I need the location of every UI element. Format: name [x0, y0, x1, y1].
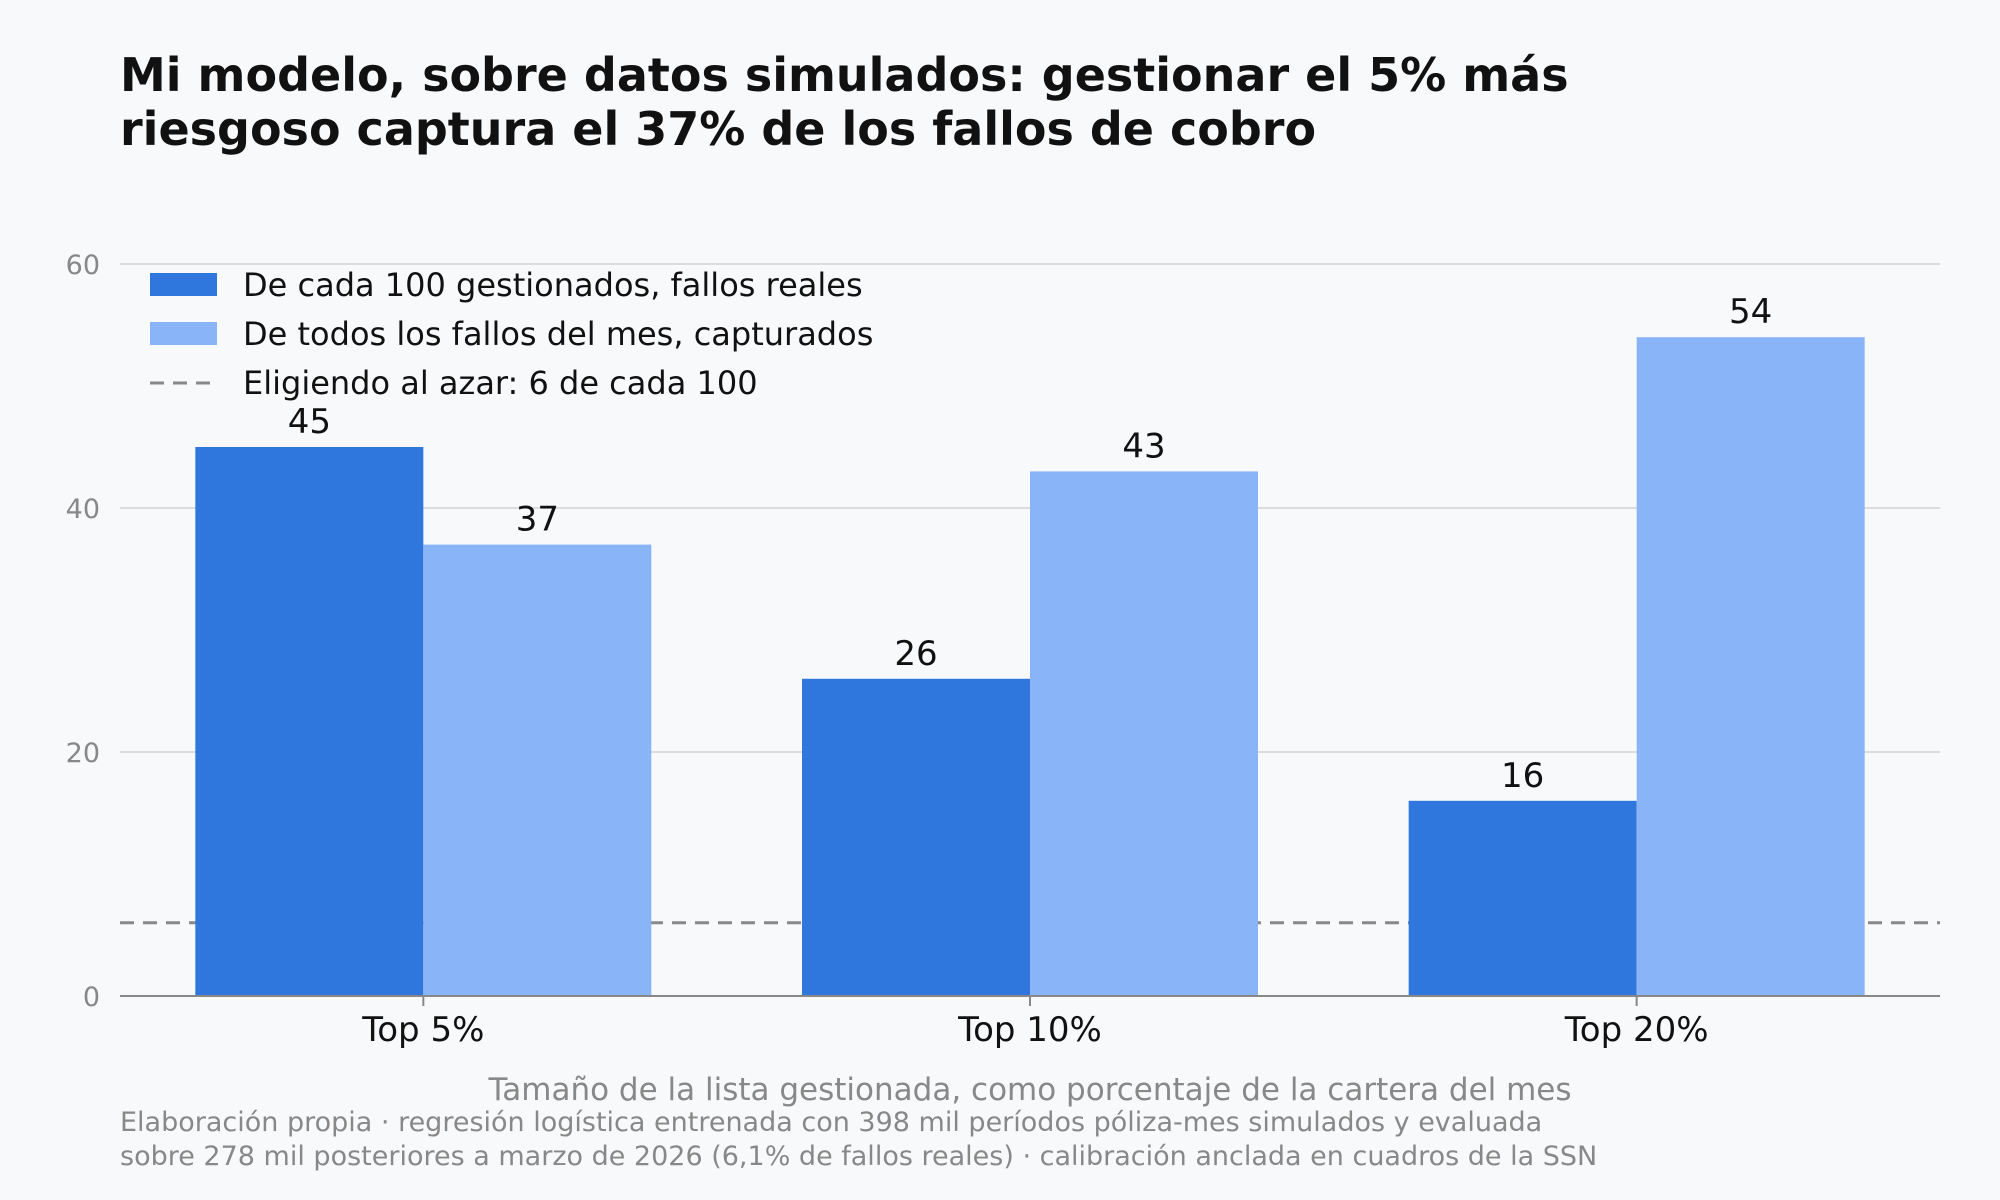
x-axis-label: Tamaño de la lista gestionada, como porc… — [488, 1072, 1572, 1108]
y-tick-label: 0 — [83, 982, 100, 1013]
axes: 0 20 40 60 Top 5% Top 10% Top 20% — [66, 250, 1940, 1050]
bar — [1636, 337, 1865, 996]
bar — [423, 544, 652, 996]
bar-value-label: 45 — [288, 402, 331, 442]
y-tick-label: 20 — [66, 738, 100, 769]
y-tick-label: 40 — [66, 494, 100, 525]
data-labels: 45 37 26 43 16 54 — [288, 292, 1773, 796]
chart-title-line-2: riesgoso captura el 37% de los fallos de… — [120, 102, 1317, 156]
chart-title: Mi modelo, sobre datos simulados: gestio… — [120, 48, 1900, 156]
x-tick-label: Top 10% — [957, 1010, 1102, 1050]
bar-value-label: 26 — [894, 634, 937, 674]
x-tick-label: Top 20% — [1564, 1010, 1709, 1050]
bar — [1408, 800, 1637, 996]
footnote-line-1: Elaboración propia · regresión logística… — [120, 1107, 1543, 1138]
legend-label: De todos los fallos del mes, capturados — [243, 315, 873, 353]
bar-value-label: 54 — [1729, 292, 1772, 332]
chart-title-line-1: Mi modelo, sobre datos simulados: gestio… — [120, 48, 1569, 102]
bars — [195, 337, 1865, 996]
bar — [1030, 471, 1258, 996]
bar-value-label: 37 — [516, 500, 559, 540]
y-tick-label: 60 — [66, 250, 100, 281]
footnote-line-2: sobre 278 mil posteriores a marzo de 202… — [120, 1141, 1598, 1172]
legend-swatch — [150, 273, 217, 296]
x-tick-label: Top 5% — [361, 1010, 484, 1050]
bar-value-label: 16 — [1501, 756, 1544, 796]
bar — [195, 447, 424, 996]
legend-swatch — [150, 322, 217, 345]
legend-label: De cada 100 gestionados, fallos reales — [243, 266, 863, 304]
bar-value-label: 43 — [1122, 426, 1165, 466]
bar — [802, 678, 1030, 996]
footnote: Elaboración propia · regresión logística… — [120, 1106, 1940, 1174]
legend: De cada 100 gestionados, fallos reales De… — [150, 266, 873, 402]
legend-label: Eligiendo al azar: 6 de cada 100 — [243, 364, 758, 402]
